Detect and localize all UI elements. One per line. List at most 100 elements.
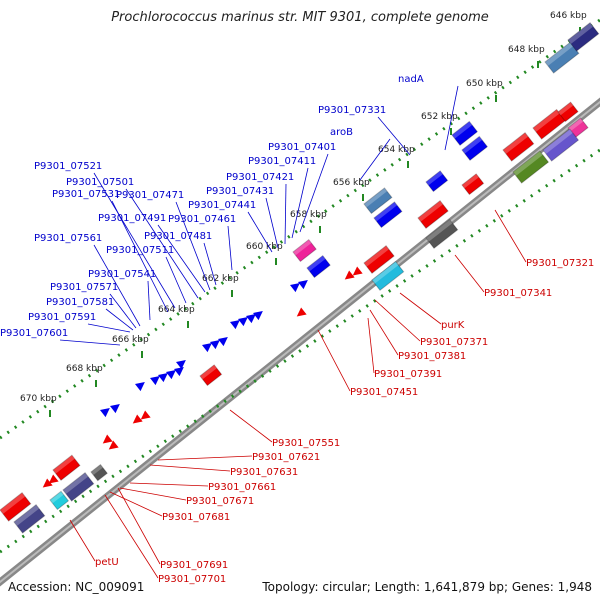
reverse-leader-line: [69, 519, 96, 562]
reverse-leader-line: [149, 464, 231, 472]
forward-gene-arrow: [238, 317, 248, 327]
kbp-label: 648 kbp: [508, 45, 545, 55]
forward-leader-line: [291, 167, 309, 239]
forward-leader-line: [147, 280, 151, 321]
forward-gene-arrow: [298, 280, 308, 290]
forward-leader-line: [165, 256, 187, 304]
gene-box-shine: [200, 364, 217, 380]
forward-gene-label: P9301_07571: [50, 282, 118, 293]
reverse-leader-line: [229, 409, 273, 443]
gene-box-shine: [513, 151, 543, 176]
forward-leader-line: [377, 116, 411, 156]
reverse-leader-line: [117, 487, 161, 565]
gene-box: [557, 101, 579, 123]
forward-leader-line: [203, 242, 217, 286]
forward-gene-arrow: [218, 337, 228, 347]
reverse-gene-label: P9301_07681: [162, 512, 230, 523]
gene-box: [544, 41, 580, 74]
gene-box: [417, 200, 449, 229]
reverse-gene-arrow: [352, 266, 363, 276]
forward-gene-arrow: [230, 320, 240, 330]
gene-box-shine: [13, 504, 40, 526]
gene-box: [512, 150, 550, 184]
reverse-leader-line: [157, 455, 253, 461]
genome-backbone-highlight: [0, 100, 600, 584]
forward-leader-line: [175, 201, 211, 291]
reverse-gene-label: P9301_07451: [350, 387, 418, 398]
gene-box-body: [199, 364, 223, 387]
kbp-label: 664 kbp: [158, 305, 195, 315]
forward-gene-label: P9301_07521: [34, 161, 102, 172]
forward-leader-line: [299, 153, 329, 233]
gene-box: [567, 117, 589, 139]
forward-gene-label: P9301_07531: [52, 189, 120, 200]
gene-box-shine: [558, 102, 574, 116]
reverse-gene-arrow: [296, 307, 307, 317]
forward-gene-label: P9301_07471: [116, 190, 184, 201]
gene-box-body: [502, 132, 535, 162]
forward-gene-arrow: [100, 408, 110, 418]
reverse-gene-label: P9301_07321: [526, 258, 594, 269]
gene-box: [542, 128, 580, 162]
kbp-label: 654 kbp: [378, 145, 415, 155]
reverse-leader-line: [129, 482, 209, 487]
forward-gene-label: P9301_07331: [318, 105, 386, 116]
kbp-label: 662 kbp: [202, 274, 239, 284]
forward-gene-arrow: [166, 370, 176, 380]
forward-leader-line: [359, 138, 391, 181]
forward-gene-arrow: [290, 283, 300, 293]
reverse-gene-arrow: [108, 440, 119, 450]
gene-box-body: [306, 254, 331, 279]
reverse-gene-label: P9301_07551: [272, 438, 340, 449]
gene-box-body: [512, 150, 550, 184]
forward-gene-label: P9301_07401: [268, 142, 336, 153]
reverse-leader-line: [109, 491, 163, 517]
forward-gene-arrow: [253, 311, 263, 321]
gene-box-shine: [364, 245, 389, 267]
genome-title: Prochlorococcus marinus str. MIT 9301, c…: [111, 10, 489, 25]
kbp-label: 670 kbp: [20, 394, 57, 404]
forward-gene-arrow: [202, 343, 212, 353]
gene-box: [461, 173, 485, 196]
reverse-gene-label: P9301_07701: [158, 574, 226, 585]
gene-box: [363, 245, 395, 274]
accession-text: Accession: NC_009091: [8, 580, 145, 594]
reverse-gene-arrow: [140, 410, 151, 420]
forward-leader-line: [87, 323, 131, 333]
gene-box: [0, 492, 32, 522]
reverse-gene-label: P9301_07341: [484, 288, 552, 299]
gene-box-body: [363, 245, 395, 274]
forward-gene-arrow: [150, 376, 160, 386]
forward-leader-line: [284, 183, 287, 245]
kbp-label: 658 kbp: [290, 210, 327, 220]
gene-box-body: [557, 101, 579, 123]
forward-gene-label: P9301_07491: [98, 213, 166, 224]
forward-leader-line: [93, 172, 176, 309]
gene-box: [52, 454, 81, 481]
forward-leader-line: [93, 244, 141, 327]
kbp-label: 660 kbp: [246, 242, 283, 252]
reverse-leader-line: [369, 309, 399, 356]
gene-box: [461, 135, 489, 161]
forward-leader-line: [125, 188, 199, 299]
gene-box-shine: [50, 491, 64, 504]
kbp-label: 656 kbp: [333, 178, 370, 188]
forward-gene-label: P9301_07411: [248, 156, 316, 167]
reverse-gene-label: P9301_07631: [230, 467, 298, 478]
gene-box-shine: [293, 239, 312, 256]
gene-box-body: [90, 463, 108, 482]
gene-box: [373, 201, 403, 229]
forward-gene-arrow: [110, 404, 120, 414]
reverse-gene-label: petU: [95, 557, 119, 568]
gene-box: [62, 472, 95, 502]
forward-leader-line: [105, 308, 134, 331]
reverse-leader-line: [454, 254, 485, 293]
gene-box-shine: [426, 170, 443, 186]
gene-box-body: [461, 135, 489, 161]
gene-box-shine: [0, 492, 26, 514]
gene-box: [567, 22, 600, 52]
forward-gene-arrow: [210, 340, 220, 350]
topology-info: Topology: circular; Length: 1,641,879 bp…: [262, 580, 592, 594]
gene-box-body: [417, 200, 449, 229]
gene-box-shine: [568, 22, 594, 44]
